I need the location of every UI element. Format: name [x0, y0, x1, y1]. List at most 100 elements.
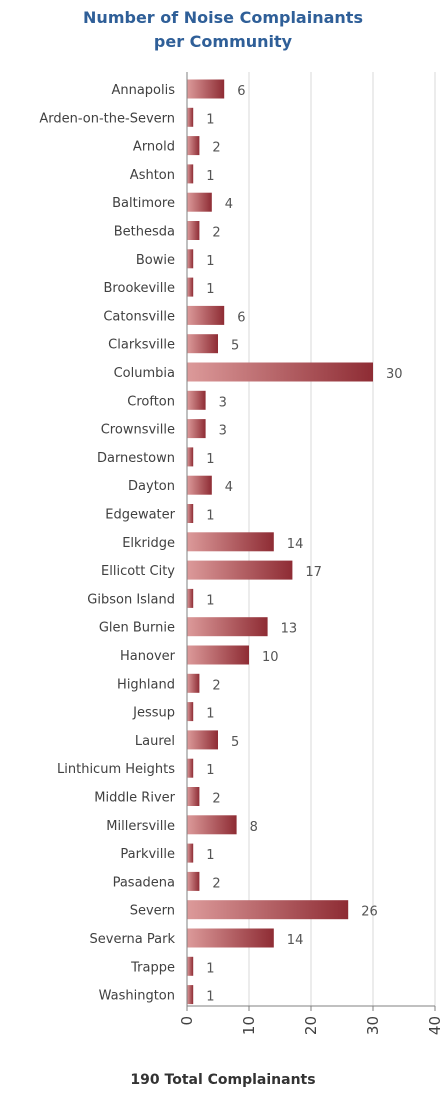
x-tick-label: 20: [302, 1016, 320, 1035]
bar: [187, 645, 249, 665]
category-label: Severn: [130, 904, 175, 919]
category-label: Trappe: [130, 960, 175, 975]
bar: [187, 730, 218, 750]
bar: [187, 787, 200, 806]
category-label: Ellicott City: [101, 564, 175, 579]
category-label: Highland: [117, 677, 175, 692]
value-label: 1: [206, 452, 214, 467]
category-label: Elkridge: [122, 536, 175, 551]
chart-title-line-2: per Community: [153, 32, 293, 51]
category-label: Parkville: [120, 847, 175, 862]
bar: [187, 79, 225, 99]
bar: [187, 532, 274, 552]
value-label: 1: [206, 254, 214, 269]
bar: [187, 758, 194, 778]
category-label: Bethesda: [114, 225, 175, 240]
category-label: Brookeville: [104, 281, 175, 296]
bar: [187, 419, 206, 439]
grid-lines: [248, 72, 436, 1006]
value-label: 14: [287, 933, 304, 948]
value-label: 2: [212, 792, 220, 807]
value-label: 1: [206, 169, 214, 184]
value-label: 6: [237, 310, 245, 325]
bar: [187, 871, 200, 891]
category-label: Middle River: [94, 791, 175, 806]
value-label: 2: [212, 678, 220, 693]
category-label: Arden-on-the-Severn: [39, 111, 175, 126]
value-label: 2: [212, 226, 220, 241]
bar: [187, 107, 194, 127]
value-label: 6: [237, 84, 245, 99]
bar: [187, 475, 212, 495]
bar-chart: Annapolis 6 Arden-on-the-Severn 1 Arnold 2 Ash…: [39, 72, 444, 1035]
value-label: 1: [206, 112, 214, 127]
bars: [187, 79, 373, 1005]
bar: [187, 221, 200, 240]
category-label: Columbia: [114, 366, 175, 381]
category-label: Laurel: [135, 734, 175, 749]
bar: [187, 136, 200, 156]
category-label: Darnestown: [97, 451, 175, 466]
category-label: Edgewater: [105, 508, 175, 523]
value-label: 2: [212, 141, 220, 156]
bar: [187, 815, 237, 835]
axes: 0 10 20 30 40: [178, 72, 444, 1035]
bar: [187, 702, 194, 722]
value-label: 30: [386, 367, 403, 382]
value-label: 14: [287, 537, 304, 552]
value-label: 10: [262, 650, 279, 665]
category-label: Glen Burnie: [99, 621, 175, 636]
category-label: Pasadena: [113, 875, 175, 890]
bar: [187, 305, 225, 325]
category-label: Catonsville: [103, 309, 175, 324]
value-label: 1: [206, 763, 214, 778]
category-label: Arnold: [133, 140, 175, 155]
chart-title-line-1: Number of Noise Complainants: [83, 8, 363, 27]
bar: [187, 192, 212, 212]
bar: [187, 985, 194, 1005]
category-label: Clarksville: [108, 338, 175, 353]
category-label: Annapolis: [111, 83, 175, 98]
category-label: Crownsville: [101, 423, 175, 438]
category-label: Ashton: [130, 168, 175, 183]
bar: [187, 673, 200, 693]
value-label: 8: [250, 820, 258, 835]
value-label: 3: [219, 395, 227, 410]
value-label: 1: [206, 848, 214, 863]
labels: Annapolis 6 Arden-on-the-Severn 1 Arnold 2 Ash…: [39, 83, 402, 1005]
bar: [187, 447, 194, 467]
value-label: 26: [361, 905, 378, 920]
bar: [187, 843, 194, 863]
category-label: Jessup: [132, 706, 175, 721]
total-complainants: 190 Total Complainants: [130, 1072, 316, 1088]
value-label: 1: [206, 509, 214, 524]
category-label: Crofton: [127, 394, 175, 409]
category-label: Washington: [99, 989, 175, 1004]
value-label: 3: [219, 424, 227, 439]
x-tick-label: 40: [426, 1016, 444, 1035]
category-label: Millersville: [106, 819, 175, 834]
value-label: 17: [305, 565, 322, 580]
bar: [187, 504, 194, 523]
bar: [187, 588, 194, 608]
bar: [187, 164, 194, 184]
value-label: 5: [231, 735, 239, 750]
value-label: 1: [206, 707, 214, 722]
bar: [187, 928, 274, 948]
bar: [187, 277, 194, 297]
bar: [187, 560, 293, 580]
value-label: 2: [212, 876, 220, 891]
x-tick-label: 0: [178, 1016, 196, 1026]
bar: [187, 956, 194, 976]
x-tick-label: 30: [364, 1016, 382, 1035]
value-label: 13: [281, 622, 298, 637]
value-label: 4: [225, 480, 233, 495]
x-tick-label: 10: [240, 1016, 258, 1035]
bar: [187, 362, 373, 382]
value-label: 1: [206, 593, 214, 608]
value-label: 5: [231, 339, 239, 354]
chart-title: Number of Noise Complainants per Communi…: [0, 6, 446, 54]
category-label: Linthicum Heights: [57, 762, 175, 777]
value-label: 1: [206, 990, 214, 1005]
category-label: Severna Park: [90, 932, 176, 947]
